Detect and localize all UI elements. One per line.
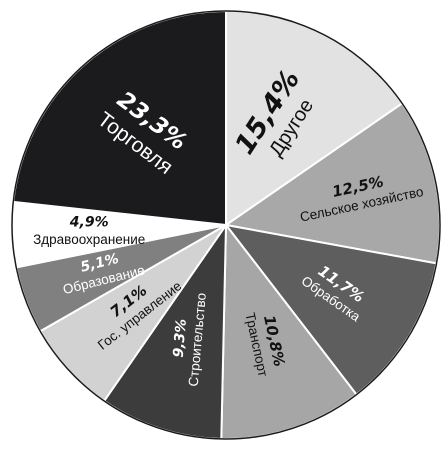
pie-outline — [11, 10, 441, 440]
slice-category-label: Здравоохранение — [33, 232, 145, 247]
slice-value-label: 4,9% — [69, 214, 109, 230]
slice-value-label: 9,3% — [171, 318, 190, 358]
pie-slices — [11, 9, 441, 440]
slice-label-group: 4,9% Здравоохранение — [33, 214, 145, 247]
